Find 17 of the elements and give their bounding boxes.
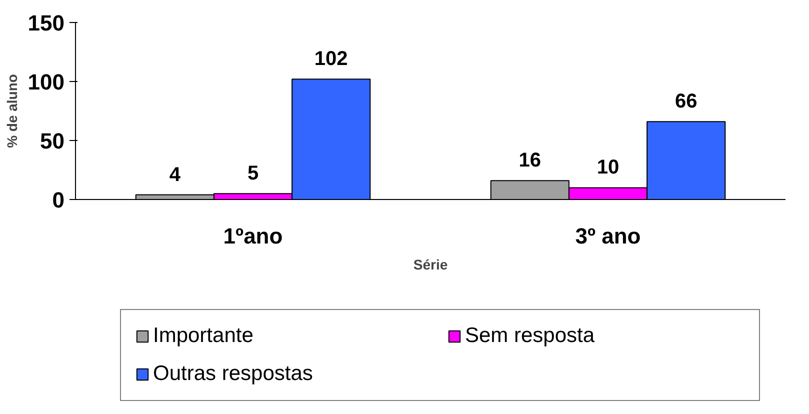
data-label: 5 [247, 162, 259, 185]
x-tick-label: 3º ano [575, 224, 641, 248]
legend-label: Sem resposta [465, 324, 596, 348]
data-label: 16 [518, 150, 542, 172]
y-tick-label: 150 [28, 10, 65, 36]
legend-label: Importante [153, 324, 254, 348]
y-tick-label: 100 [28, 70, 65, 94]
y-tick-label: 0 [52, 188, 65, 212]
data-label: 66 [674, 90, 698, 113]
data-label: 102 [314, 48, 348, 70]
x-axis-title: Série [413, 256, 448, 272]
y-tick-label: 50 [40, 128, 65, 154]
data-label: 10 [596, 156, 620, 179]
legend-label: Outras respostas [153, 362, 314, 386]
data-label: 4 [169, 164, 182, 186]
y-axis-title: % de aluno [4, 74, 20, 148]
x-tick-label: 1ºano [223, 224, 283, 248]
